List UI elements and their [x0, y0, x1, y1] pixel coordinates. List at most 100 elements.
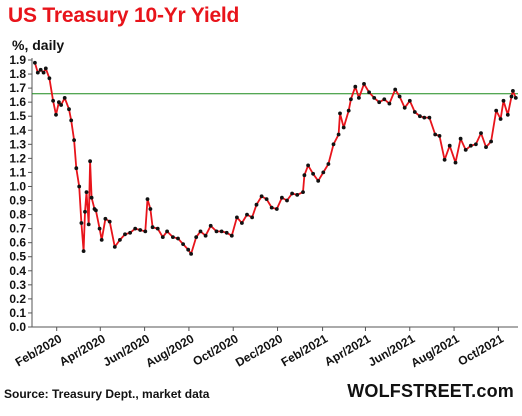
- data-point: [326, 162, 331, 166]
- data-point: [133, 226, 138, 231]
- y-tick-label: 0.8: [9, 208, 26, 222]
- data-point: [219, 229, 224, 234]
- data-point: [59, 103, 63, 107]
- data-point: [62, 96, 67, 100]
- y-tick-label: 1.7: [9, 81, 26, 95]
- data-point: [176, 236, 180, 241]
- data-point: [274, 207, 279, 211]
- data-point: [463, 148, 468, 152]
- data-point: [367, 90, 371, 95]
- y-tick-label: 0.9: [9, 194, 26, 208]
- x-tick-label: Aug/2021: [408, 331, 461, 370]
- data-point: [387, 101, 392, 106]
- data-point: [447, 143, 452, 148]
- data-point: [290, 191, 294, 196]
- data-point: [189, 252, 194, 256]
- data-point: [321, 170, 326, 175]
- y-tick-label: 1.3: [9, 137, 26, 151]
- data-point: [412, 110, 417, 114]
- data-point: [418, 114, 422, 119]
- data-point: [97, 226, 102, 231]
- data-point: [79, 221, 84, 225]
- data-point: [402, 105, 407, 110]
- data-point: [280, 195, 284, 200]
- data-point: [489, 139, 493, 144]
- x-tick-label: Oct/2020: [190, 331, 241, 368]
- y-tick-label: 1.9: [9, 53, 26, 67]
- data-point: [81, 249, 86, 254]
- data-point: [88, 159, 92, 164]
- x-tick-label: Apr/2021: [322, 331, 373, 369]
- data-point: [194, 235, 199, 240]
- y-tick-label: 1.2: [9, 151, 26, 165]
- data-point: [214, 229, 219, 234]
- data-point: [74, 166, 79, 171]
- data-point: [336, 132, 341, 137]
- data-point: [94, 208, 98, 213]
- data-point: [99, 238, 104, 242]
- data-point: [301, 190, 305, 195]
- y-tick-label: 1.8: [9, 67, 26, 81]
- data-point: [84, 190, 89, 195]
- data-point: [513, 96, 518, 100]
- data-point: [511, 89, 515, 93]
- data-point: [51, 98, 55, 103]
- data-point: [422, 115, 427, 120]
- x-tick-label: Oct/2021: [456, 331, 507, 368]
- data-point: [89, 195, 94, 200]
- data-point: [349, 97, 353, 102]
- y-axis-unit-label: %, daily: [12, 37, 65, 53]
- data-point: [468, 143, 473, 148]
- data-point: [54, 112, 58, 117]
- data-point: [295, 193, 300, 197]
- data-point: [505, 112, 510, 117]
- y-tick-label: 0.1: [9, 306, 26, 320]
- data-point: [479, 131, 483, 136]
- data-point: [208, 223, 213, 228]
- data-point: [128, 230, 133, 235]
- x-tick-label: Apr/2020: [57, 331, 108, 369]
- y-tick-label: 0.2: [9, 292, 26, 306]
- data-point: [224, 230, 229, 235]
- y-tick-label: 1.5: [9, 109, 26, 123]
- y-tick-label: 1.0: [9, 179, 26, 193]
- data-point: [67, 107, 71, 112]
- data-point: [83, 209, 87, 214]
- data-point: [250, 215, 255, 220]
- data-point: [437, 134, 442, 138]
- data-point: [181, 242, 186, 247]
- data-point: [264, 197, 269, 202]
- data-point: [311, 171, 315, 176]
- data-point: [458, 136, 463, 141]
- y-tick-label: 1.1: [9, 165, 26, 179]
- data-point: [171, 235, 175, 240]
- x-tick-label: Jun/2021: [366, 331, 418, 369]
- data-point: [35, 70, 40, 75]
- data-point: [155, 226, 160, 231]
- data-point: [259, 194, 264, 199]
- data-point: [245, 212, 249, 217]
- data-point: [107, 219, 112, 224]
- data-point: [302, 173, 307, 178]
- data-point: [69, 118, 74, 123]
- data-point: [77, 184, 82, 189]
- data-point: [112, 245, 117, 249]
- data-point: [47, 76, 52, 81]
- data-point: [397, 94, 402, 99]
- data-point: [254, 202, 259, 207]
- data-point: [382, 97, 387, 102]
- data-point: [41, 70, 46, 75]
- data-point: [148, 207, 153, 211]
- data-point: [498, 117, 503, 121]
- data-point: [86, 222, 91, 227]
- data-point: [203, 233, 208, 238]
- data-point: [306, 163, 310, 168]
- y-tick-label: 1.4: [9, 123, 26, 137]
- data-point: [494, 108, 499, 113]
- data-point: [407, 98, 412, 103]
- data-point: [427, 115, 432, 120]
- data-point: [346, 108, 351, 113]
- data-point: [285, 198, 289, 203]
